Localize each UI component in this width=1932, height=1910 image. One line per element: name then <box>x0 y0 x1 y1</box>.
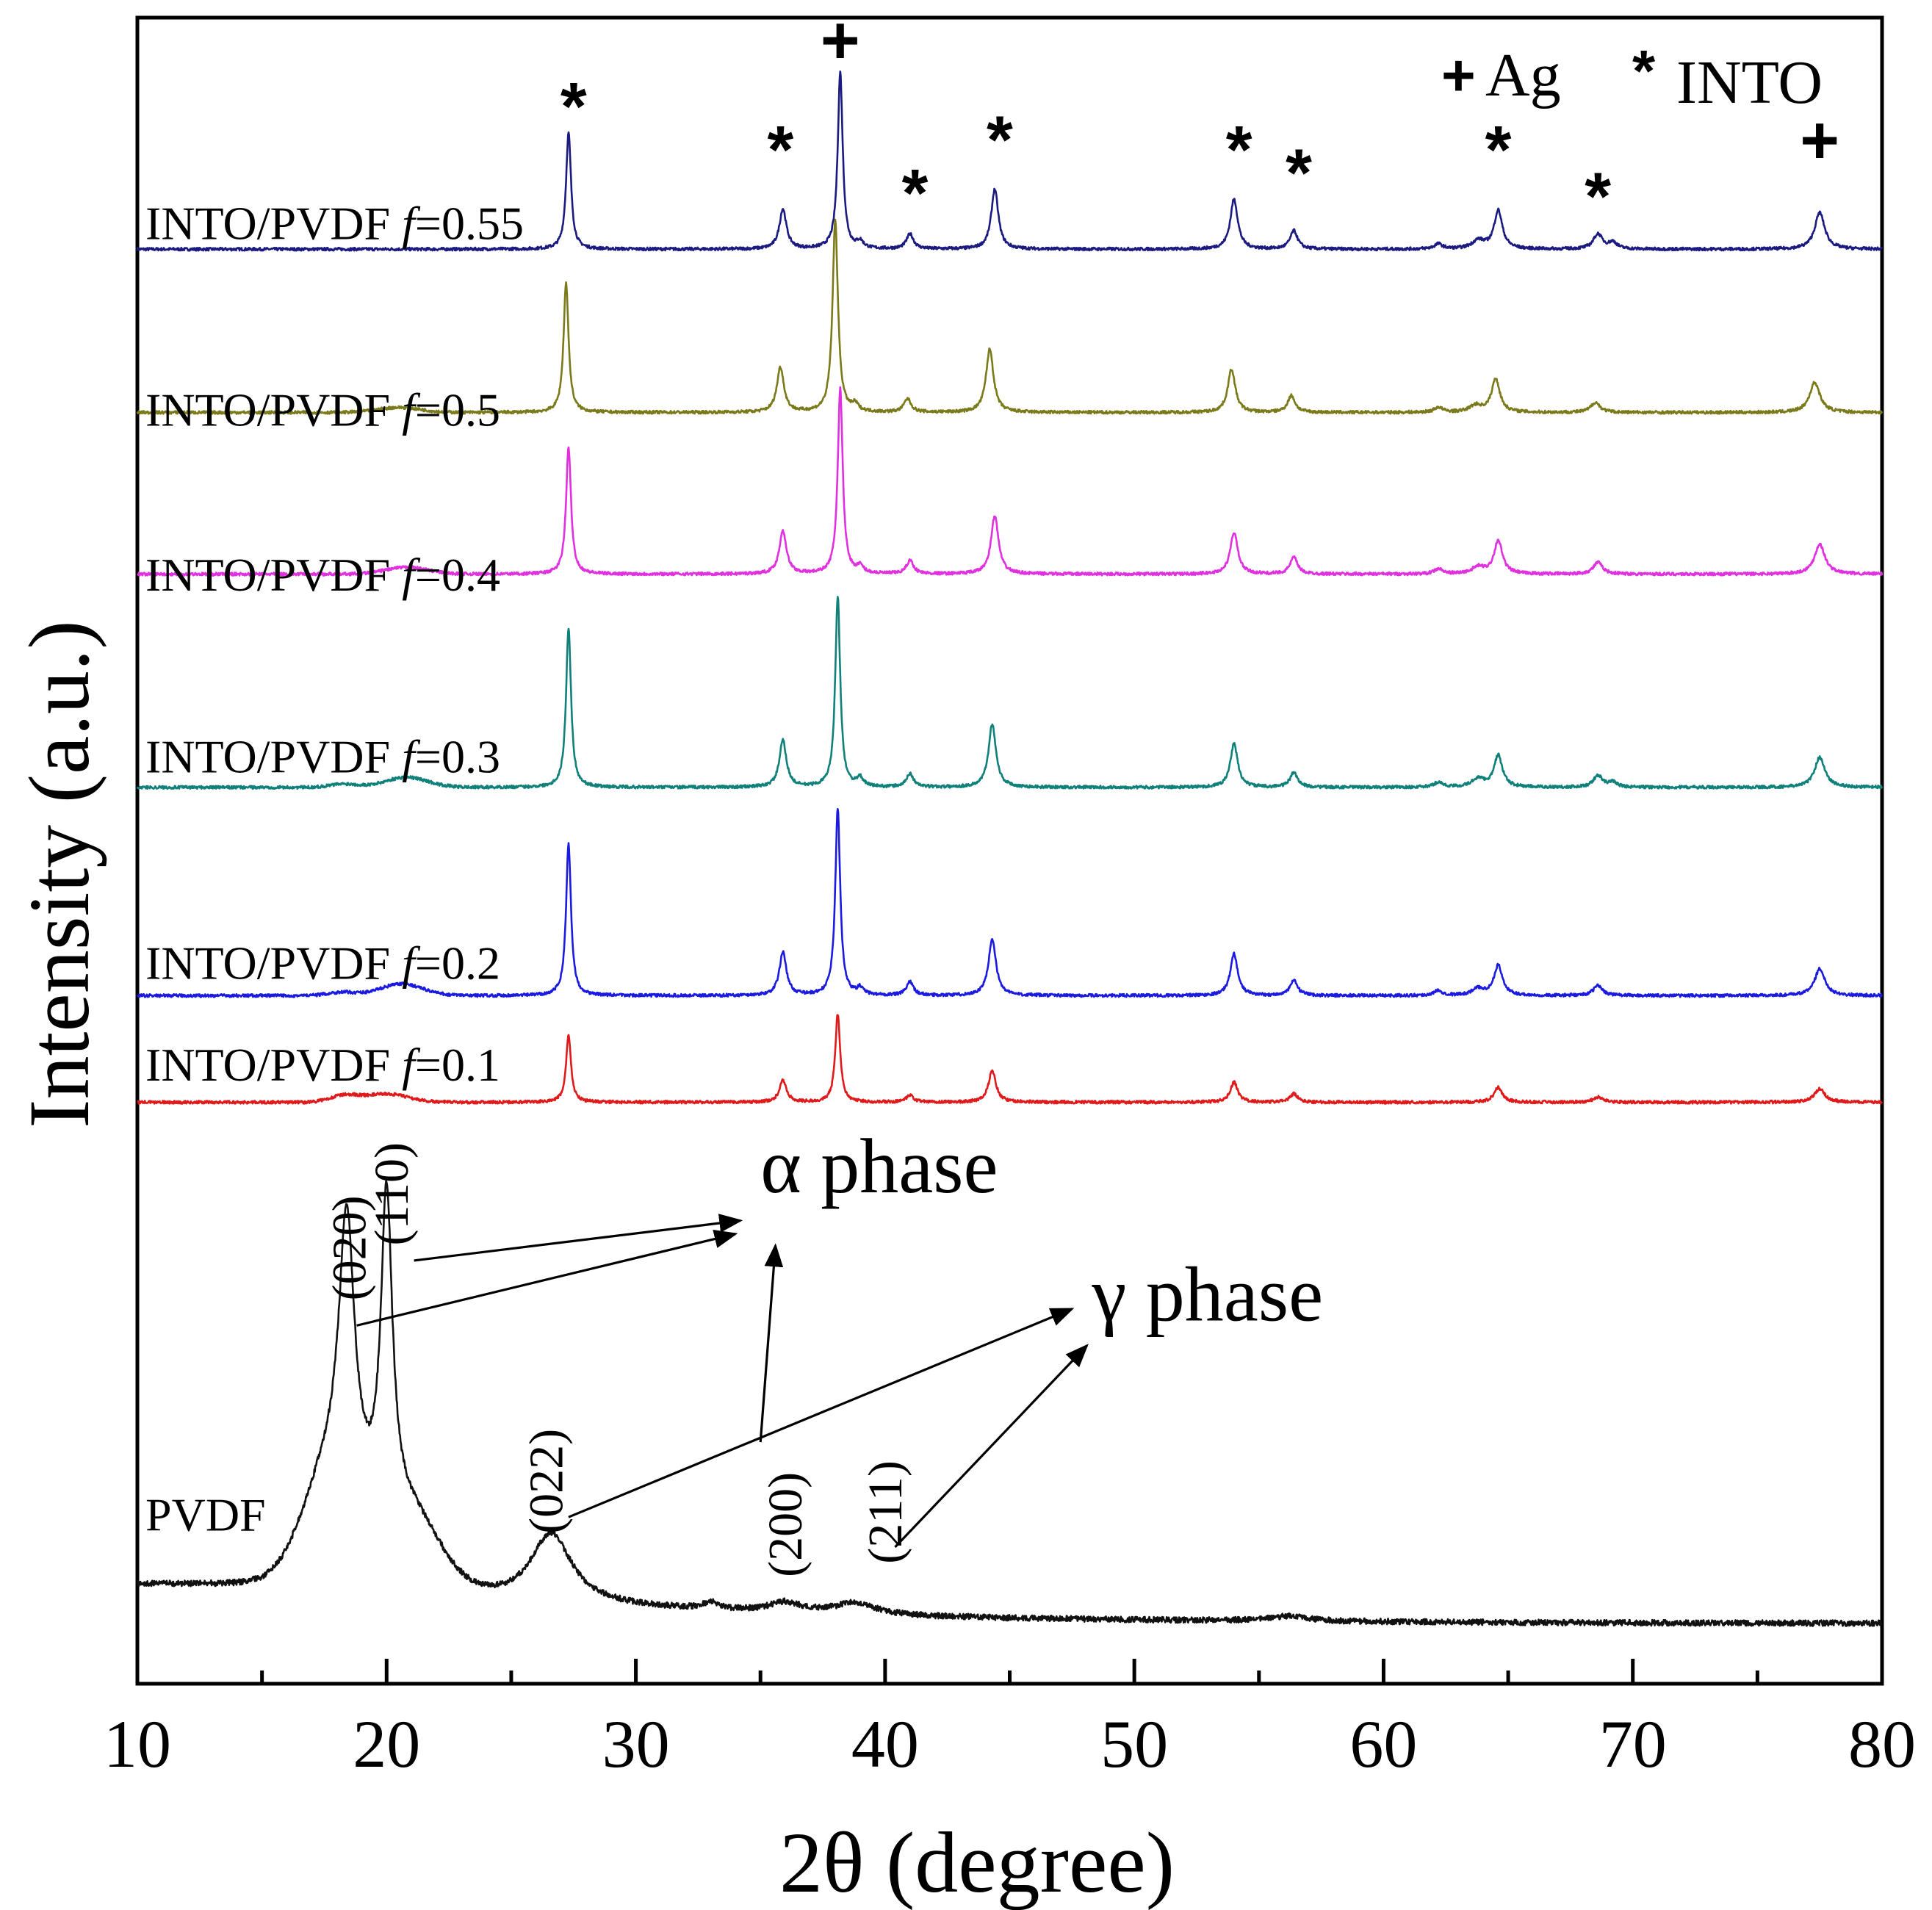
peak-marker: * <box>1226 112 1252 187</box>
series-line <box>136 1180 1883 1627</box>
legend-symbol: * <box>1632 38 1656 104</box>
series-line <box>137 1014 1883 1105</box>
annotations: (020)(110) (022) (200) (211) α phase γ phase <box>322 1123 1323 1577</box>
peak-marker: * <box>1585 159 1611 234</box>
miller-index-label: (110) <box>365 1142 419 1246</box>
peak-marker: * <box>902 156 929 231</box>
x-tick-label: 60 <box>1349 1707 1417 1781</box>
x-tick-label: 40 <box>851 1707 919 1781</box>
series-line <box>137 386 1884 577</box>
x-axis-ticks: 10 20 30 40 50 60 70 80 <box>104 1659 1916 1781</box>
series-line <box>136 808 1884 998</box>
annotation-arrow <box>414 1214 743 1262</box>
miller-index-label: (200) <box>759 1472 812 1577</box>
miller-index-label: (022) <box>519 1429 573 1534</box>
miller-index-label: (211) <box>859 1460 912 1564</box>
annotation-arrow <box>356 1229 738 1327</box>
peak-markers: **+** * * **+ <box>561 3 1839 234</box>
peak-marker: * <box>561 69 587 144</box>
x-tick-label: 50 <box>1100 1707 1168 1781</box>
x-tick-label: 20 <box>353 1707 420 1781</box>
peak-marker: * <box>1485 112 1512 187</box>
y-axis-title: Intensity (a.u.) <box>11 620 107 1128</box>
x-tick-label: 80 <box>1848 1707 1916 1781</box>
x-axis-title: 2θ (degree) <box>779 1815 1175 1910</box>
annotation-arrow <box>759 1243 784 1443</box>
series-label: PVDF <box>145 1488 266 1540</box>
x-tick-label: 10 <box>104 1707 171 1781</box>
series-group: INTO/PVDF f=0.55 INTO/PVDF f=0.5 INTO/PVDF… <box>136 71 1884 1627</box>
x-tick-label: 70 <box>1599 1707 1667 1781</box>
series-line <box>136 218 1884 415</box>
series-label: INTO/PVDF f=0.55 <box>145 198 524 250</box>
series-label: INTO/PVDF f=0.3 <box>145 730 500 782</box>
miller-index-label: (020) <box>322 1195 376 1300</box>
annotation-arrow <box>568 1308 1075 1518</box>
legend-symbol: + <box>1441 43 1476 108</box>
series-line <box>136 596 1884 790</box>
peak-marker: * <box>987 103 1013 178</box>
series-label: INTO/PVDF f=0.2 <box>145 937 500 990</box>
series-line <box>136 71 1884 252</box>
legend-label: Ag <box>1485 41 1561 109</box>
peak-marker: * <box>767 112 793 187</box>
peak-marker: * <box>1286 136 1312 211</box>
phase-label: γ phase <box>1091 1252 1323 1338</box>
phase-label: α phase <box>760 1123 998 1209</box>
annotation-arrow <box>894 1344 1089 1549</box>
x-tick-label: 30 <box>602 1707 670 1781</box>
series-label: INTO/PVDF f=0.5 <box>145 384 500 436</box>
peak-marker: + <box>821 3 860 78</box>
series-label: INTO/PVDF f=0.4 <box>145 549 500 601</box>
peak-marker: + <box>1800 103 1839 178</box>
legend-label: INTO <box>1676 48 1823 117</box>
legend: + Ag * INTO <box>1441 38 1823 117</box>
series-label: INTO/PVDF f=0.1 <box>145 1039 500 1091</box>
